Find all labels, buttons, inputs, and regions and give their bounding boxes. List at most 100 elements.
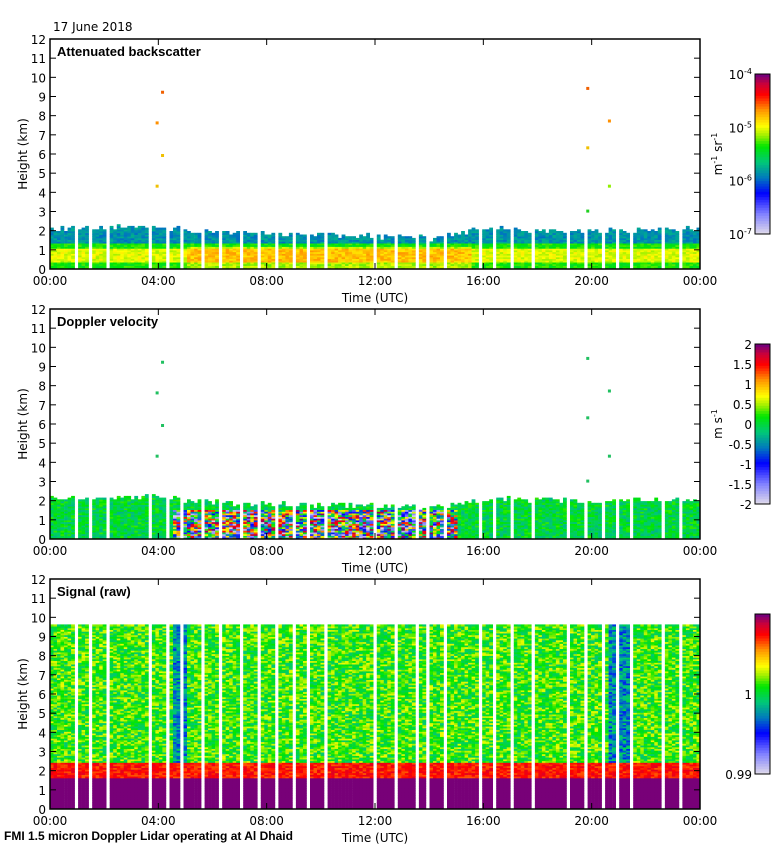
heatmap-cell xyxy=(574,231,578,233)
y-tick-label: 1 xyxy=(38,244,46,258)
heatmap-cell xyxy=(243,231,247,233)
heatmap-cell xyxy=(384,235,388,237)
heatmap-cell xyxy=(162,498,166,500)
heatmap-cell xyxy=(475,229,479,231)
heatmap-cell xyxy=(159,498,163,500)
heatmap-cell xyxy=(205,229,209,231)
x-tick-label: 00:00 xyxy=(683,274,718,288)
heatmap-cell xyxy=(117,224,121,226)
heatmap-cell xyxy=(261,501,265,503)
heatmap-cell xyxy=(387,236,391,238)
heatmap-cell xyxy=(486,229,490,231)
x-tick-label: 16:00 xyxy=(466,274,501,288)
heatmap-cell xyxy=(321,506,325,508)
cloud-speck xyxy=(586,87,589,90)
heatmap-cell xyxy=(173,228,177,230)
heatmap-cell xyxy=(658,228,662,230)
heatmap-cell xyxy=(236,231,240,233)
y-tick-label: 5 xyxy=(38,167,46,181)
heatmap-cell xyxy=(268,235,272,237)
heatmap-cell xyxy=(226,231,230,233)
heatmap-cell xyxy=(68,498,72,500)
heatmap-cell xyxy=(619,229,623,231)
heatmap-cell xyxy=(103,229,107,231)
heatmap-cell xyxy=(595,229,599,231)
heatmap-cell xyxy=(162,228,166,230)
heatmap-cell xyxy=(155,496,159,498)
heatmap-cell xyxy=(170,231,174,233)
heatmap-cell xyxy=(229,235,233,237)
heatmap-cell xyxy=(398,235,402,237)
colorbar-unit-label: m-1 sr-1 xyxy=(710,133,725,176)
heatmap-cell xyxy=(99,226,103,228)
heatmap-cell xyxy=(633,233,637,235)
heatmap-cell xyxy=(489,228,493,230)
heatmap-cell xyxy=(145,494,149,496)
heatmap-cell xyxy=(254,505,258,507)
cloud-speck xyxy=(608,120,611,123)
heatmap-cell xyxy=(250,233,254,235)
heatmap-cell xyxy=(78,229,82,231)
lidar-figure: 012345678910111200:00 04:00 08:00 12:00 16:0… xyxy=(0,0,780,850)
heatmap-cell xyxy=(131,499,135,501)
heatmap-cell xyxy=(215,499,219,501)
heatmap-cell xyxy=(194,233,198,235)
heatmap-cell xyxy=(454,233,458,235)
heatmap-cell xyxy=(198,499,202,501)
heatmap-cell xyxy=(296,233,300,235)
heatmap-cell xyxy=(282,501,286,503)
heatmap-cell xyxy=(124,496,128,498)
x-tick-label: 12:00 xyxy=(358,274,393,288)
heatmap-cell xyxy=(588,229,592,231)
cloud-speck xyxy=(161,154,164,157)
heatmap-cell xyxy=(124,228,128,230)
heatmap-cell xyxy=(342,235,346,237)
heatmap-cell xyxy=(222,503,226,505)
colorbar-tick-label: 10-7 xyxy=(729,227,752,242)
heatmap-cell xyxy=(675,231,679,233)
x-tick-label: 00:00 xyxy=(33,274,68,288)
heatmap-cell xyxy=(278,233,282,235)
heatmap-cell xyxy=(152,226,156,228)
heatmap-cell xyxy=(71,496,75,498)
heatmap-cell xyxy=(598,233,602,235)
heatmap-cell xyxy=(461,231,465,233)
heatmap-cell xyxy=(82,499,86,501)
heatmap-cell xyxy=(419,235,423,237)
heatmap-cell xyxy=(640,229,644,231)
heatmap-cell xyxy=(380,240,384,242)
heatmap-cell xyxy=(85,498,89,500)
heatmap-cell xyxy=(609,228,613,230)
heatmap-cell xyxy=(212,233,216,235)
heatmap-cell xyxy=(141,496,145,498)
heatmap-cell xyxy=(131,226,135,228)
heatmap-cell xyxy=(170,499,174,501)
heatmap-cell xyxy=(623,231,627,233)
heatmap-cell xyxy=(317,503,321,505)
heatmap-cell xyxy=(215,231,219,233)
heatmap-cell xyxy=(430,241,434,243)
heatmap-cell xyxy=(644,229,648,231)
heatmap-cell xyxy=(110,226,114,228)
heatmap-cell xyxy=(612,229,616,231)
heatmap-cell xyxy=(127,226,131,228)
heatmap-cell xyxy=(99,498,103,500)
heatmap-cell xyxy=(472,228,476,230)
heatmap-cell xyxy=(668,229,672,231)
heatmap-cell xyxy=(672,229,676,231)
heatmap-cell xyxy=(285,236,289,238)
heatmap-cell xyxy=(335,235,339,237)
heatmap-cell xyxy=(447,233,451,235)
heatmap-cell xyxy=(412,238,416,240)
heatmap-cell xyxy=(61,226,65,228)
panel-2: 012345678910111200:00 04:00 08:00 12:00 16:0… xyxy=(16,303,770,575)
y-tick-label: 3 xyxy=(38,206,46,220)
heatmap-cell xyxy=(468,229,472,231)
y-tick-label: 11 xyxy=(31,52,46,66)
heatmap-cell xyxy=(92,499,96,501)
heatmap-cell xyxy=(545,233,549,235)
heatmap-cell xyxy=(208,501,212,503)
heatmap-cell xyxy=(401,236,405,238)
cloud-speck xyxy=(586,146,589,149)
